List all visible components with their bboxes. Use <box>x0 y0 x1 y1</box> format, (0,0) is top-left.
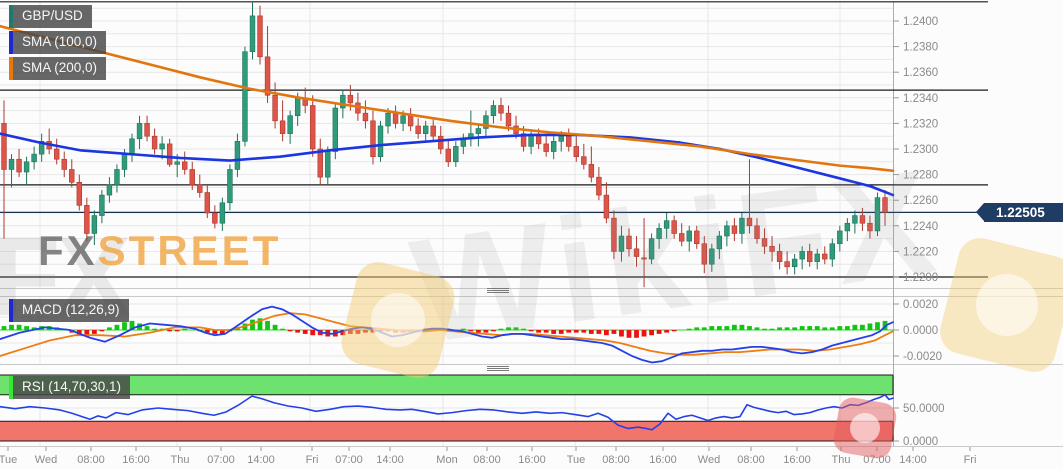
macd-accent-bar <box>9 299 13 322</box>
macd-axis-label: 0.0000 <box>903 325 938 337</box>
symbol-label: GBP/USD <box>13 5 92 28</box>
sma-overlays <box>0 24 895 197</box>
legend-sma200-badge[interactable]: SMA (200,0) <box>9 57 107 80</box>
rsi-panel-resize-grip[interactable] <box>487 366 509 367</box>
time-axis-label: 16:00 <box>122 454 150 466</box>
legend-symbol-badge[interactable]: GBP/USD <box>9 5 92 28</box>
axis-labels: 1.2400 1.2380 1.2360 1.2340 1.2320 1.2300 1.22… <box>0 16 976 466</box>
time-axis-label: 07:00 <box>207 454 235 466</box>
time-axis-label: Wed <box>35 454 57 466</box>
rsi-line <box>0 393 894 431</box>
macd-indicator-badge[interactable]: MACD (12,26,9) <box>9 299 129 322</box>
time-axis[interactable] <box>0 447 1063 469</box>
macd-pane[interactable] <box>0 296 893 364</box>
sma100-accent-bar <box>9 31 13 54</box>
rsi-axis-label: 50.0000 <box>903 403 945 415</box>
time-axis-label: Thu <box>171 454 190 466</box>
legend-sma100-badge[interactable]: SMA (100,0) <box>9 31 107 54</box>
price-axis-label: 1.2300 <box>903 144 938 156</box>
main-chart-pane[interactable] <box>0 2 893 288</box>
price-axis-label: 1.2200 <box>903 272 938 284</box>
price-axis-label: 1.2380 <box>903 42 938 54</box>
macd-axis-label: 0.0020 <box>903 299 938 311</box>
time-axis-label: 08:00 <box>602 454 630 466</box>
time-axis-label: 16:00 <box>518 454 546 466</box>
rsi-accent-bar <box>9 376 13 399</box>
rsi-indicator-badge[interactable]: RSI (14,70,30,1) <box>9 376 131 399</box>
rsi-bands <box>0 374 894 442</box>
last-price-badge: 1.22505 <box>976 203 1063 222</box>
price-axis-label: 1.2260 <box>903 195 938 207</box>
macd-lines <box>0 305 894 364</box>
time-axis-label: Fri <box>306 454 319 466</box>
macd-label: MACD (12,26,9) <box>13 299 129 322</box>
price-axis-label: 1.2320 <box>903 118 938 130</box>
rsi-axis-label: 0.0000 <box>903 436 938 448</box>
symbol-accent-bar <box>9 5 13 28</box>
support-resistance-lines <box>0 1 988 278</box>
time-axis-label: 08:00 <box>737 454 765 466</box>
rsi-pane[interactable] <box>0 373 893 446</box>
time-axis-label: Fri <box>964 454 977 466</box>
sma200-accent-bar <box>9 57 13 80</box>
time-axis-label: 14:00 <box>247 454 275 466</box>
price-axis-label: 1.2220 <box>903 246 938 258</box>
time-axis-label: 08:00 <box>77 454 105 466</box>
price-axis-label: 1.2340 <box>903 93 938 105</box>
candlestick-series <box>1 1 888 288</box>
time-axis-label: Tue <box>567 454 586 466</box>
time-axis-label: 08:00 <box>473 454 501 466</box>
time-axis-label: 14:00 <box>376 454 404 466</box>
macd-axis-label: -0.0020 <box>903 351 942 363</box>
price-axis[interactable] <box>893 2 1063 446</box>
time-axis-label: 16:00 <box>649 454 677 466</box>
price-axis-label: 1.2360 <box>903 67 938 79</box>
price-axis-label: 1.2400 <box>903 16 938 28</box>
sma100-label: SMA (100,0) <box>13 31 107 54</box>
time-axis-label: 14:00 <box>899 454 927 466</box>
time-axis-label: Wed <box>698 454 720 466</box>
time-axis-label: 07:00 <box>335 454 363 466</box>
macd-panel-resize-grip[interactable] <box>487 288 509 289</box>
rsi-label: RSI (14,70,30,1) <box>13 376 131 399</box>
sma200-label: SMA (200,0) <box>13 57 107 80</box>
price-axis-label: 1.2240 <box>903 221 938 233</box>
time-axis-label: Mon <box>436 454 457 466</box>
time-axis-label: 16:00 <box>783 454 811 466</box>
time-axis-label: Tue <box>0 454 17 466</box>
price-axis-label: 1.2280 <box>903 170 938 182</box>
